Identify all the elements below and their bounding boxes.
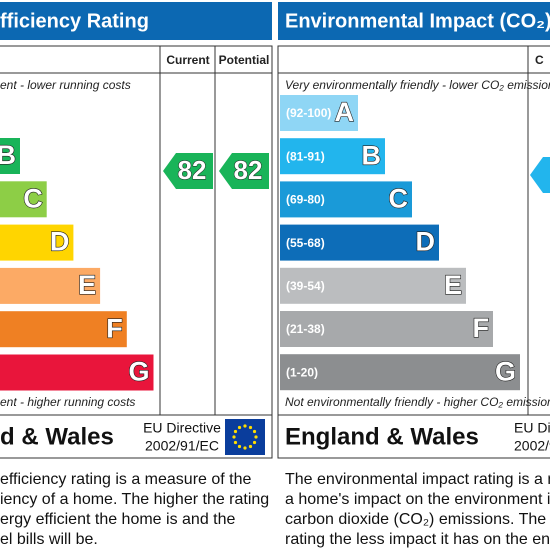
band-letter: B [0,140,16,170]
band-bar [280,354,520,391]
description: efficiency rating is a measure of the [0,471,251,488]
top-note: ent - lower running costs [0,78,131,92]
star [248,425,253,430]
band-letter: F [473,313,490,343]
band-bar [280,311,493,347]
star [248,444,253,449]
band-letter: C [389,184,409,214]
right-title: Environmental Impact (CO₂) Ra [285,10,550,32]
grid-lines [0,46,550,416]
band-letter: F [106,313,123,343]
band-range: (81-91) [286,149,325,163]
description: el bills will be. [0,531,98,548]
band-letter: G [128,357,149,387]
col-current: C [535,53,544,67]
band-bar [280,181,412,218]
star [237,444,242,449]
bottom-note: Not environmentally friendly - higher CO… [285,395,550,409]
description: carbon dioxide (CO₂) emissions. The hig [285,511,550,528]
eu-flag [225,419,265,455]
band-letter: D [50,227,70,257]
col-current: Current [166,53,209,67]
description: rating the less impact it has on the env… [285,531,550,548]
band-range: (39-54) [286,279,325,293]
star [232,435,236,439]
band-letter: E [78,270,96,300]
band-bar [280,95,358,131]
right-title-bar [278,2,550,40]
band-bar [0,224,74,261]
band-bar [0,181,47,218]
description: ergy efficient the home is and the [0,511,236,528]
description: a home's impact on the environment in [285,491,550,508]
top-note: Very environmentally friendly - lower CO… [285,78,550,92]
band-letter: D [416,227,436,257]
col-potential: Potential [219,53,270,67]
bottom-note: ent - higher running costs [0,395,135,409]
band-range: (55-68) [286,236,325,250]
region: England & Wales [285,423,479,450]
left-frame [0,45,273,459]
band-range: (21-38) [286,322,325,336]
band-letter: E [444,270,462,300]
band-bar [0,354,154,391]
left-title: fficiency Rating [0,10,149,32]
band-letter: C [23,183,43,213]
star [233,440,238,445]
left-title-bar [0,2,272,40]
star [243,446,247,450]
directive: 2002/91/EC [145,438,219,454]
directive: 2002/9 [514,438,550,454]
star [252,440,257,445]
rating-arrow [219,153,269,189]
band-letter: B [362,140,382,170]
star [233,429,238,434]
star [252,429,257,434]
rating-value: 82 [234,155,263,185]
rating-arrow [530,157,550,193]
band-letter: G [495,356,516,386]
band-range: (1-20) [286,365,318,379]
band-range: (69-80) [286,193,325,207]
rating-value: 82 [178,155,207,185]
star [237,425,242,430]
right-frame [277,45,550,459]
band-bar [280,138,385,175]
region: d & Wales [0,423,114,450]
band-bar [0,138,20,174]
star [243,424,247,428]
description: The environmental impact rating is a me [285,471,550,488]
band-bar [280,224,439,261]
band-bar [0,267,101,304]
band-range: (92-100) [286,106,331,120]
description: iency of a home. The higher the rating [0,491,269,508]
directive: EU Directive [143,420,221,436]
star [254,435,258,439]
rating-arrow [163,153,213,189]
band-letter: A [335,97,355,127]
band-bar [0,311,127,348]
directive: EU Dire [514,420,550,436]
band-bar [280,267,466,304]
